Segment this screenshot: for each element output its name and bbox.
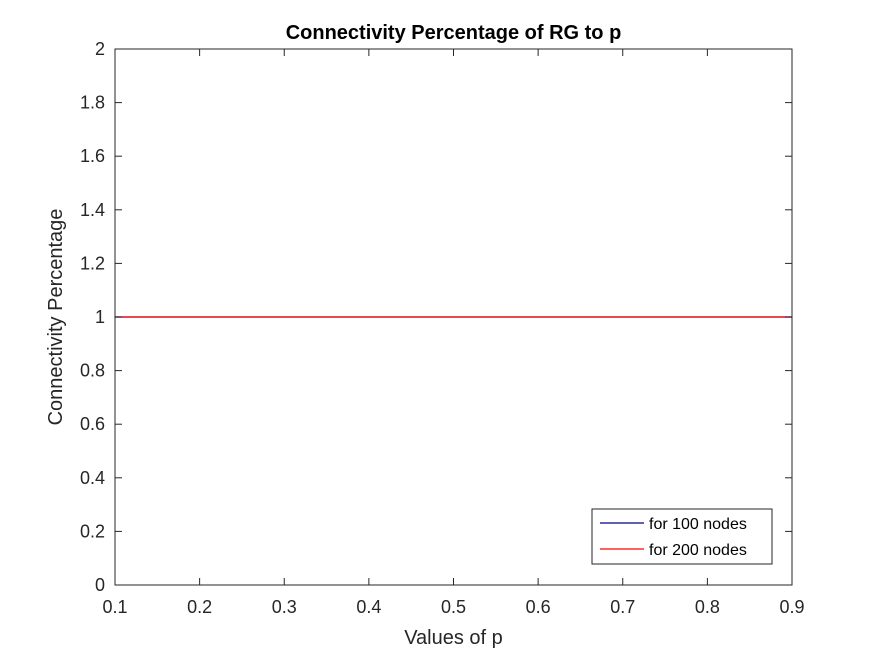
x-tick-label: 0.5 xyxy=(441,597,466,617)
y-axis-ticks: 0 0.2 0.4 0.6 0.8 1 1.2 1.4 1.6 1.8 2 xyxy=(80,39,792,595)
x-tick-label: 0.9 xyxy=(779,597,804,617)
x-axis-ticks: 0.1 0.2 0.3 0.4 0.5 0.6 0.7 0.8 0.9 xyxy=(102,49,805,617)
y-tick-label: 0.6 xyxy=(80,414,105,434)
x-tick-label: 0.7 xyxy=(610,597,635,617)
x-tick-label: 0.8 xyxy=(695,597,720,617)
y-tick-label: 1.6 xyxy=(80,146,105,166)
legend-box xyxy=(591,508,773,565)
y-tick-label: 0.2 xyxy=(80,521,105,541)
y-tick-label: 1.8 xyxy=(80,93,105,113)
legend-label-for-100-nodes: for 100 nodes xyxy=(649,516,747,533)
y-tick-label: 2 xyxy=(95,39,105,59)
x-tick-label: 0.1 xyxy=(102,597,127,617)
y-axis-label: Connectivity Percentage xyxy=(45,209,67,426)
y-tick-label: 0.8 xyxy=(80,361,105,381)
legend: for 100 nodes for 200 nodes xyxy=(591,508,773,565)
y-tick-label: 1.4 xyxy=(80,200,105,220)
x-tick-label: 0.3 xyxy=(272,597,297,617)
x-tick-label: 0.2 xyxy=(187,597,212,617)
legend-label-for-200-nodes: for 200 nodes xyxy=(649,542,747,559)
x-tick-label: 0.4 xyxy=(356,597,381,617)
x-axis-label: Values of p xyxy=(404,627,503,649)
chart-title: Connectivity Percentage of RG to p xyxy=(286,22,622,44)
y-tick-label: 1.2 xyxy=(80,253,105,273)
y-tick-label: 1 xyxy=(95,307,105,327)
y-tick-label: 0.4 xyxy=(80,468,105,488)
x-tick-label: 0.6 xyxy=(526,597,551,617)
y-tick-label: 0 xyxy=(95,575,105,595)
